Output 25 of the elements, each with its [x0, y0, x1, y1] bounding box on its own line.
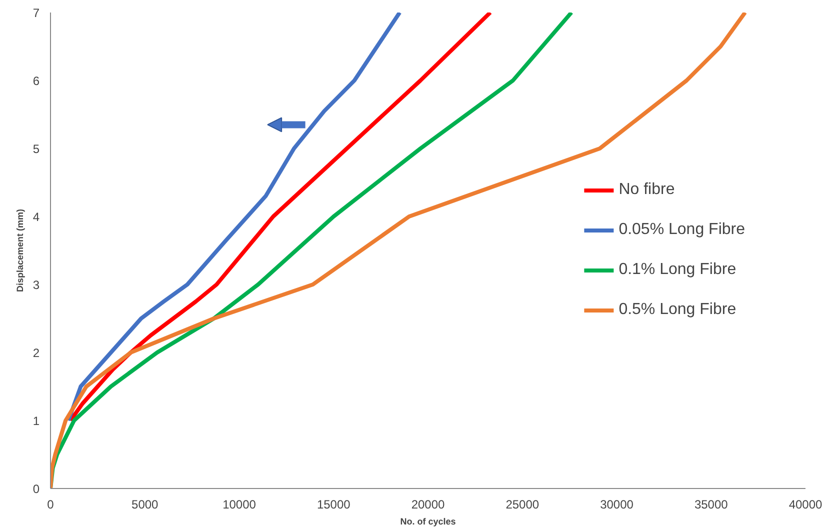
y-tick-label: 2 [32, 346, 40, 360]
y-axis-title: Displacement (mm) [14, 208, 25, 292]
legend-label: 0.1% Long Fibre [618, 261, 736, 279]
line-series [66, 12, 402, 422]
y-tick-label: 7 [32, 6, 40, 20]
y-tick-label: 5 [32, 142, 40, 156]
y-tick-label: 6 [32, 74, 40, 88]
x-tick-label: 35000 [694, 498, 728, 512]
y-tick-label: 4 [32, 210, 40, 224]
x-tick-label: 20000 [411, 498, 446, 512]
y-tick-label: 0 [32, 482, 40, 496]
x-tick-label: 25000 [506, 498, 540, 512]
line-series [68, 12, 492, 422]
x-tick-label: 0 [47, 498, 54, 512]
x-tick-label: 15000 [316, 498, 351, 512]
x-tick-label: 30000 [600, 498, 634, 512]
legend-label: 0.05% Long Fibre [618, 221, 745, 239]
y-tick-label: 1 [32, 414, 40, 428]
y-tick-label: 3 [32, 278, 40, 292]
legend-label: 0.5% Long Fibre [618, 301, 736, 319]
x-tick-label: 10000 [222, 498, 256, 512]
legend-label: No fibre [618, 181, 675, 199]
x-tick-label: 40000 [788, 498, 823, 512]
x-axis-title: No. of cycles [400, 516, 456, 526]
x-tick-label: 5000 [132, 498, 159, 512]
